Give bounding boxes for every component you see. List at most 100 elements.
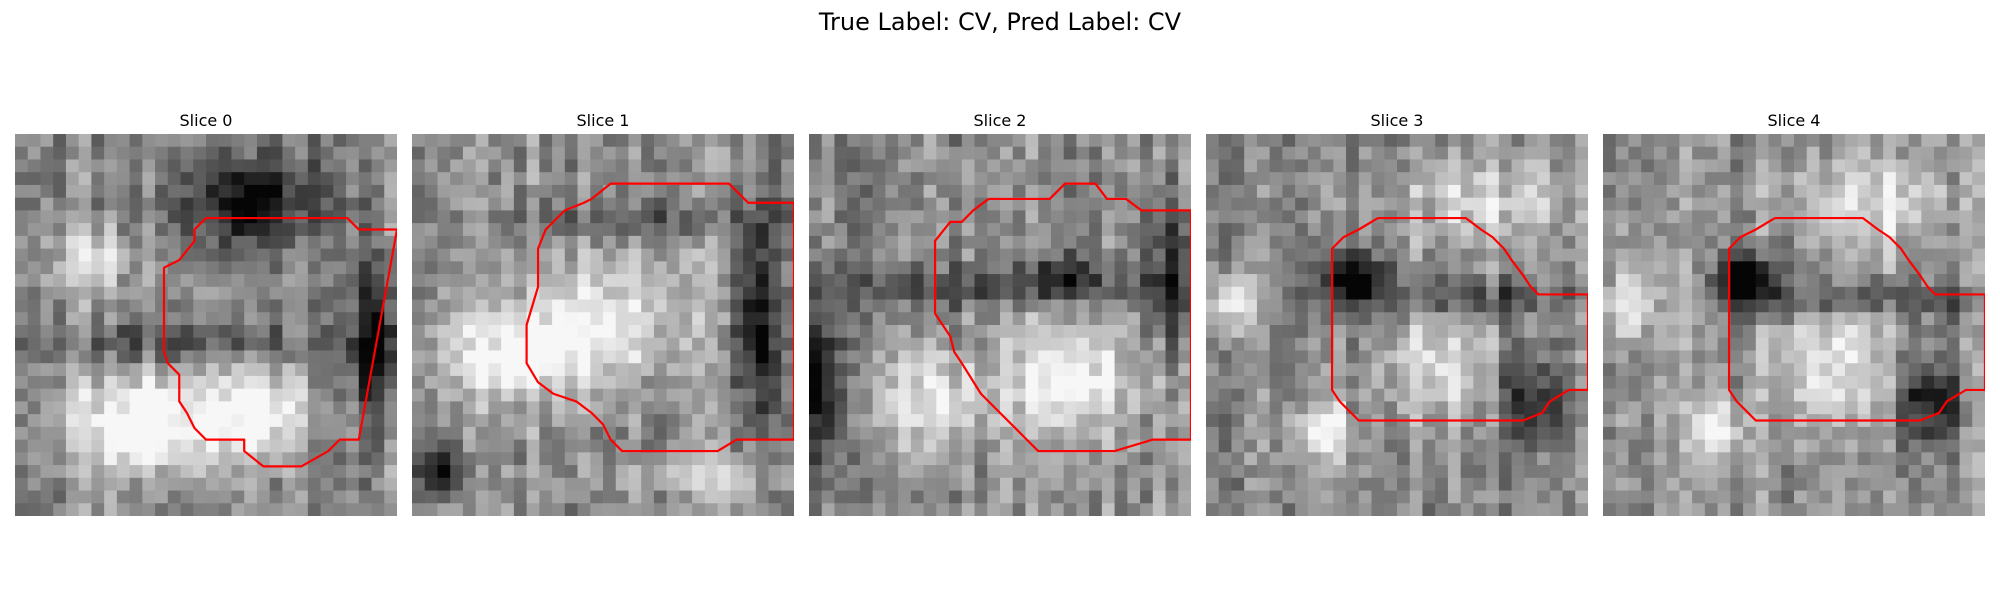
pixel-cell	[1050, 223, 1065, 237]
pixel-cell	[65, 401, 80, 415]
pixel-cell	[244, 490, 258, 504]
pixel-cell	[1895, 325, 1910, 339]
pixel-cell	[1127, 134, 1141, 148]
pixel-cell	[295, 223, 309, 237]
pixel-cell	[615, 490, 629, 504]
pixel-cell	[1435, 146, 1449, 160]
pixel-cell	[384, 426, 397, 441]
pixel-cell	[641, 210, 655, 224]
pixel-cell	[1730, 286, 1744, 301]
pixel-cell	[1269, 274, 1283, 288]
pixel-cell	[1422, 312, 1436, 326]
pixel-cell	[129, 465, 143, 479]
pixel-cell	[1127, 401, 1141, 415]
pixel-cell	[590, 414, 604, 428]
pixel-cell	[821, 426, 835, 441]
pixel-cell	[1883, 172, 1897, 186]
pixel-cell	[1908, 299, 1922, 313]
pixel-cell	[1730, 465, 1744, 479]
pixel-cell	[1114, 414, 1128, 428]
pixel-cell	[1641, 248, 1655, 262]
pixel-cell	[641, 261, 655, 275]
pixel-cell	[1972, 452, 1985, 466]
pixel-cell	[1946, 184, 1961, 199]
pixel-cell	[295, 299, 309, 313]
pixel-cell	[577, 414, 591, 428]
pixel-cell	[488, 261, 502, 275]
pixel-cell	[1511, 235, 1525, 250]
pixel-cell	[346, 375, 360, 390]
pixel-cell	[1511, 401, 1525, 415]
pixel-cell	[1934, 375, 1948, 390]
pixel-cell	[1435, 312, 1449, 326]
pixel-cell	[167, 210, 182, 224]
pixel-cell	[1244, 465, 1258, 479]
pixel-cell	[590, 477, 604, 492]
pixel-cell	[1603, 426, 1617, 441]
pixel-cell	[1704, 414, 1719, 428]
pixel-cell	[116, 235, 131, 250]
pixel-cell	[526, 503, 540, 516]
pixel-cell	[1972, 414, 1985, 428]
pixel-cell	[1641, 452, 1655, 466]
pixel-cell	[1435, 172, 1449, 186]
pixel-cell	[1012, 210, 1026, 224]
pixel-cell	[1076, 426, 1090, 441]
pixel-cell	[847, 184, 861, 199]
pixel-cell	[641, 426, 655, 441]
pixel-cell	[1844, 299, 1859, 313]
pixel-cell	[129, 172, 143, 186]
pixel-cell	[768, 184, 782, 199]
pixel-cell	[1371, 426, 1385, 441]
pixel-cell	[1371, 134, 1385, 148]
pixel-cell	[307, 503, 322, 516]
pixel-cell	[730, 134, 744, 148]
pixel-cell	[730, 388, 744, 402]
pixel-cell	[1666, 134, 1680, 148]
pixel-cell	[1307, 350, 1322, 364]
pixel-cell	[244, 134, 258, 148]
pixel-cell	[1114, 490, 1128, 504]
pixel-cell	[1307, 274, 1322, 288]
pixel-cell	[1178, 210, 1191, 224]
pixel-cell	[1025, 375, 1039, 390]
pixel-cell	[1666, 210, 1680, 224]
pixel-cell	[91, 401, 105, 415]
pixel-cell	[1038, 401, 1052, 415]
pixel-cell	[1908, 325, 1922, 339]
pixel-cell	[834, 426, 848, 441]
pixel-cell	[526, 477, 540, 492]
pixel-cell	[1127, 465, 1141, 479]
pixel-cell	[1307, 223, 1322, 237]
pixel-cell	[1473, 363, 1487, 377]
pixel-cell	[1333, 184, 1347, 199]
pixel-cell	[371, 248, 385, 262]
pixel-cell	[1409, 159, 1423, 173]
pixel-cell	[949, 439, 963, 453]
pixel-cell	[885, 477, 899, 492]
pixel-cell	[1269, 312, 1283, 326]
pixel-cell	[371, 465, 385, 479]
pixel-cell	[193, 350, 207, 364]
pixel-cell	[91, 452, 105, 466]
pixel-cell	[256, 146, 271, 160]
pixel-cell	[859, 477, 874, 492]
pixel-cell	[898, 299, 912, 313]
pixel-cell	[717, 414, 731, 428]
pixel-cell	[717, 426, 731, 441]
pixel-cell	[384, 197, 397, 211]
pixel-cell	[898, 439, 912, 453]
pixel-cell	[180, 299, 194, 313]
pixel-cell	[1231, 414, 1245, 428]
pixel-cell	[1603, 184, 1617, 199]
pixel-cell	[371, 337, 385, 351]
pixel-cell	[450, 274, 464, 288]
pixel-cell	[1358, 452, 1373, 466]
pixel-cell	[462, 248, 477, 262]
pixel-cell	[1435, 248, 1449, 262]
pixel-cell	[1140, 401, 1154, 415]
pixel-cell	[1012, 414, 1026, 428]
pixel-cell	[1768, 286, 1782, 301]
pixel-cell	[155, 490, 169, 504]
pixel-cell	[1628, 337, 1642, 351]
